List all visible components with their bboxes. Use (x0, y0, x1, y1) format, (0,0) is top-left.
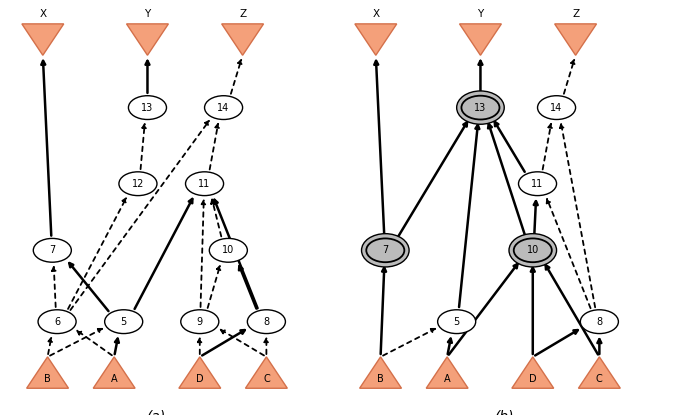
Text: D: D (529, 374, 536, 383)
Text: A: A (111, 374, 118, 383)
Text: Y: Y (477, 9, 484, 19)
Ellipse shape (580, 310, 619, 334)
Text: D: D (196, 374, 203, 383)
Text: 7: 7 (49, 245, 55, 255)
Polygon shape (355, 24, 397, 55)
Text: 14: 14 (551, 103, 562, 112)
Polygon shape (127, 24, 169, 55)
Text: B: B (45, 374, 51, 383)
Ellipse shape (514, 239, 552, 262)
Ellipse shape (538, 96, 575, 120)
Ellipse shape (186, 172, 223, 195)
Polygon shape (22, 24, 64, 55)
Ellipse shape (34, 239, 71, 262)
Text: X: X (39, 9, 47, 19)
Text: 9: 9 (197, 317, 203, 327)
Text: 10: 10 (527, 245, 539, 255)
Text: B: B (377, 374, 384, 383)
Text: 8: 8 (597, 317, 602, 327)
Ellipse shape (509, 234, 556, 267)
Text: 5: 5 (453, 317, 460, 327)
Text: 8: 8 (263, 317, 269, 327)
Text: Z: Z (239, 9, 246, 19)
Ellipse shape (210, 239, 247, 262)
Text: Z: Z (572, 9, 579, 19)
Text: 14: 14 (217, 103, 229, 112)
Polygon shape (27, 357, 68, 388)
Text: 5: 5 (121, 317, 127, 327)
Text: (b): (b) (495, 409, 514, 415)
Ellipse shape (362, 234, 409, 267)
Ellipse shape (247, 310, 286, 334)
Polygon shape (179, 357, 221, 388)
Text: X: X (372, 9, 379, 19)
Ellipse shape (129, 96, 166, 120)
Text: A: A (444, 374, 451, 383)
Polygon shape (512, 357, 553, 388)
Ellipse shape (366, 239, 404, 262)
Text: C: C (263, 374, 270, 383)
Text: 11: 11 (199, 179, 211, 189)
Polygon shape (426, 357, 468, 388)
Ellipse shape (205, 96, 242, 120)
Ellipse shape (438, 310, 475, 334)
Ellipse shape (38, 310, 76, 334)
Ellipse shape (457, 91, 504, 124)
Ellipse shape (462, 96, 499, 120)
Ellipse shape (181, 310, 219, 334)
Ellipse shape (105, 310, 142, 334)
Polygon shape (93, 357, 135, 388)
Text: 13: 13 (474, 103, 486, 112)
Text: Y: Y (145, 9, 151, 19)
Text: 10: 10 (222, 245, 234, 255)
Polygon shape (555, 24, 597, 55)
Polygon shape (578, 357, 621, 388)
Ellipse shape (519, 172, 557, 195)
Text: 13: 13 (141, 103, 153, 112)
Text: 12: 12 (132, 179, 144, 189)
Polygon shape (222, 24, 264, 55)
Text: C: C (596, 374, 603, 383)
Polygon shape (360, 357, 401, 388)
Text: 6: 6 (54, 317, 60, 327)
Ellipse shape (119, 172, 157, 195)
Text: 7: 7 (382, 245, 388, 255)
Text: 11: 11 (532, 179, 544, 189)
Polygon shape (460, 24, 501, 55)
Text: (a): (a) (147, 409, 166, 415)
Polygon shape (245, 357, 287, 388)
